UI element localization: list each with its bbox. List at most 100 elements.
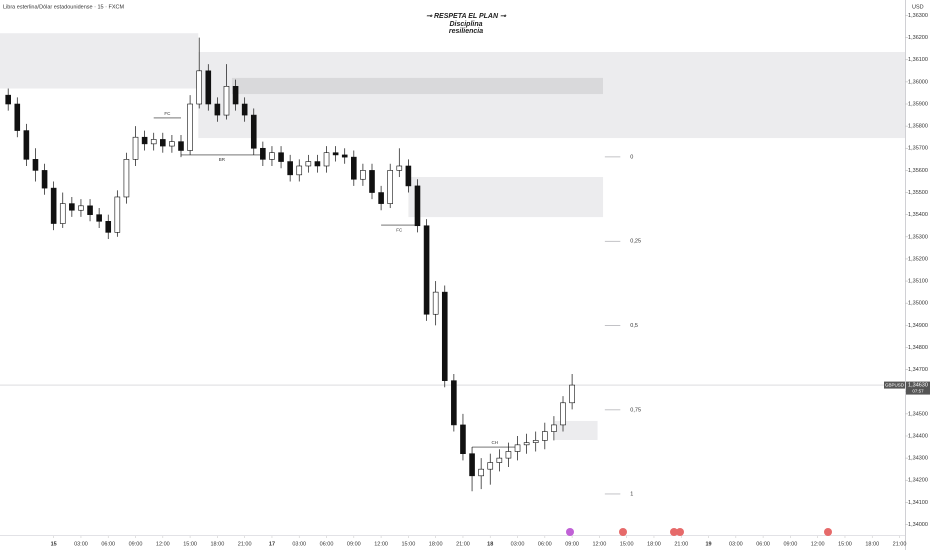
x-tick-label: 15 bbox=[51, 541, 57, 547]
candle-body bbox=[414, 185, 421, 227]
x-tick-label: 18:00 bbox=[647, 541, 661, 547]
candle-body bbox=[360, 170, 366, 180]
candle-body bbox=[523, 442, 530, 446]
x-tick-label: 18:00 bbox=[865, 541, 879, 547]
x-tick-label: 06:00 bbox=[538, 541, 552, 547]
candle-body bbox=[59, 203, 66, 224]
y-tick-label: 1,36000 bbox=[908, 79, 928, 85]
x-tick-label: 15:00 bbox=[402, 541, 416, 547]
x-tick-label: 15:00 bbox=[183, 541, 197, 547]
symbol-badge bbox=[884, 381, 905, 389]
candle-body bbox=[205, 70, 212, 105]
y-tick-label: 1,34700 bbox=[908, 367, 928, 373]
zone bbox=[231, 77, 604, 95]
x-tick-label: 09:00 bbox=[565, 541, 579, 547]
candle-body bbox=[323, 152, 330, 167]
candle-body bbox=[487, 462, 494, 470]
candle-body bbox=[141, 136, 148, 145]
candle-body bbox=[451, 380, 457, 426]
event-icon bbox=[676, 528, 684, 536]
candle-body bbox=[14, 103, 21, 131]
event-icon bbox=[566, 528, 574, 536]
x-tick-label: 18:00 bbox=[210, 541, 224, 547]
candle-body bbox=[405, 165, 412, 187]
candle-body bbox=[296, 165, 303, 176]
candle-body bbox=[105, 221, 112, 233]
x-tick-label: 09:00 bbox=[129, 541, 143, 547]
x-tick-label: 12:00 bbox=[811, 541, 825, 547]
candle-body bbox=[23, 130, 30, 160]
candle-body bbox=[287, 161, 293, 176]
candle-body bbox=[514, 444, 521, 452]
candle-body bbox=[123, 159, 130, 198]
candle-body bbox=[378, 192, 384, 204]
y-tick-label: 1,35300 bbox=[908, 234, 928, 240]
x-tick-label: 03:00 bbox=[729, 541, 743, 547]
candle-body bbox=[214, 103, 221, 116]
y-tick-label: 1,34900 bbox=[908, 323, 928, 329]
y-tick-label: 1,35200 bbox=[908, 256, 928, 262]
candle-body bbox=[369, 170, 375, 193]
y-tick-label: 1,34000 bbox=[908, 522, 928, 528]
candle-body bbox=[305, 161, 312, 167]
candle-body bbox=[132, 136, 139, 160]
countdown-label: 07:57 bbox=[912, 388, 924, 393]
x-tick-label: 19 bbox=[705, 541, 711, 547]
x-tick-label: 12:00 bbox=[374, 541, 388, 547]
x-tick-label: 18:00 bbox=[429, 541, 443, 547]
candle-body bbox=[178, 141, 184, 151]
candle-body bbox=[232, 86, 239, 105]
candle-body bbox=[542, 431, 548, 441]
candle-body bbox=[332, 152, 339, 156]
x-tick-label: 03:00 bbox=[511, 541, 525, 547]
candle-body bbox=[78, 205, 84, 211]
structure-label: FC bbox=[164, 111, 171, 116]
x-tick-label: 06:00 bbox=[320, 541, 334, 547]
candle-body bbox=[387, 170, 393, 204]
event-icon bbox=[824, 528, 832, 536]
x-tick-label: 18 bbox=[487, 541, 493, 547]
structure-label: BR bbox=[219, 157, 226, 162]
y-tick-label: 1,35000 bbox=[908, 301, 928, 307]
candle-body bbox=[241, 103, 248, 116]
x-tick-label: 03:00 bbox=[292, 541, 306, 547]
zone bbox=[554, 420, 598, 440]
y-tick-label: 1,34300 bbox=[908, 456, 928, 462]
y-tick-label: 1,36200 bbox=[908, 35, 928, 41]
fib-label: 0,75 bbox=[630, 407, 641, 413]
zone bbox=[0, 33, 199, 89]
y-tick-label: 1,34500 bbox=[908, 411, 928, 417]
candle-body bbox=[569, 384, 575, 404]
x-tick-label: 21:00 bbox=[674, 541, 688, 547]
y-tick-label: 1,36100 bbox=[908, 57, 928, 63]
y-tick-label: 1,35400 bbox=[908, 212, 928, 218]
event-icon bbox=[670, 528, 678, 536]
candle-body bbox=[160, 139, 166, 147]
y-tick-label: 1,35500 bbox=[908, 190, 928, 196]
candle-body bbox=[223, 86, 230, 116]
annotation-line: resiliencia bbox=[449, 28, 483, 35]
structure-label: CH bbox=[492, 440, 499, 445]
x-tick-label: 12:00 bbox=[593, 541, 607, 547]
candle-body bbox=[87, 205, 93, 215]
annotation-line: Disciplina bbox=[449, 21, 482, 28]
fib-label: 0,5 bbox=[630, 323, 638, 329]
candle-body bbox=[441, 291, 448, 381]
x-tick-label: 15:00 bbox=[838, 541, 852, 547]
candle-body bbox=[96, 214, 102, 222]
candle-body bbox=[351, 156, 357, 180]
candle-body bbox=[269, 152, 275, 160]
candle-body bbox=[469, 453, 475, 477]
candle-body bbox=[314, 161, 321, 167]
candle-body bbox=[50, 187, 57, 224]
currency-label: USD bbox=[912, 4, 924, 10]
candle-body bbox=[423, 225, 430, 315]
candle-body bbox=[478, 468, 484, 477]
last-price-label: 1,34630 bbox=[908, 383, 928, 389]
y-tick-label: 1,35800 bbox=[908, 124, 928, 130]
y-tick-label: 1,35700 bbox=[908, 146, 928, 152]
y-tick-label: 1,35900 bbox=[908, 101, 928, 107]
candle-body bbox=[496, 457, 503, 463]
y-tick-label: 1,34100 bbox=[908, 500, 928, 506]
